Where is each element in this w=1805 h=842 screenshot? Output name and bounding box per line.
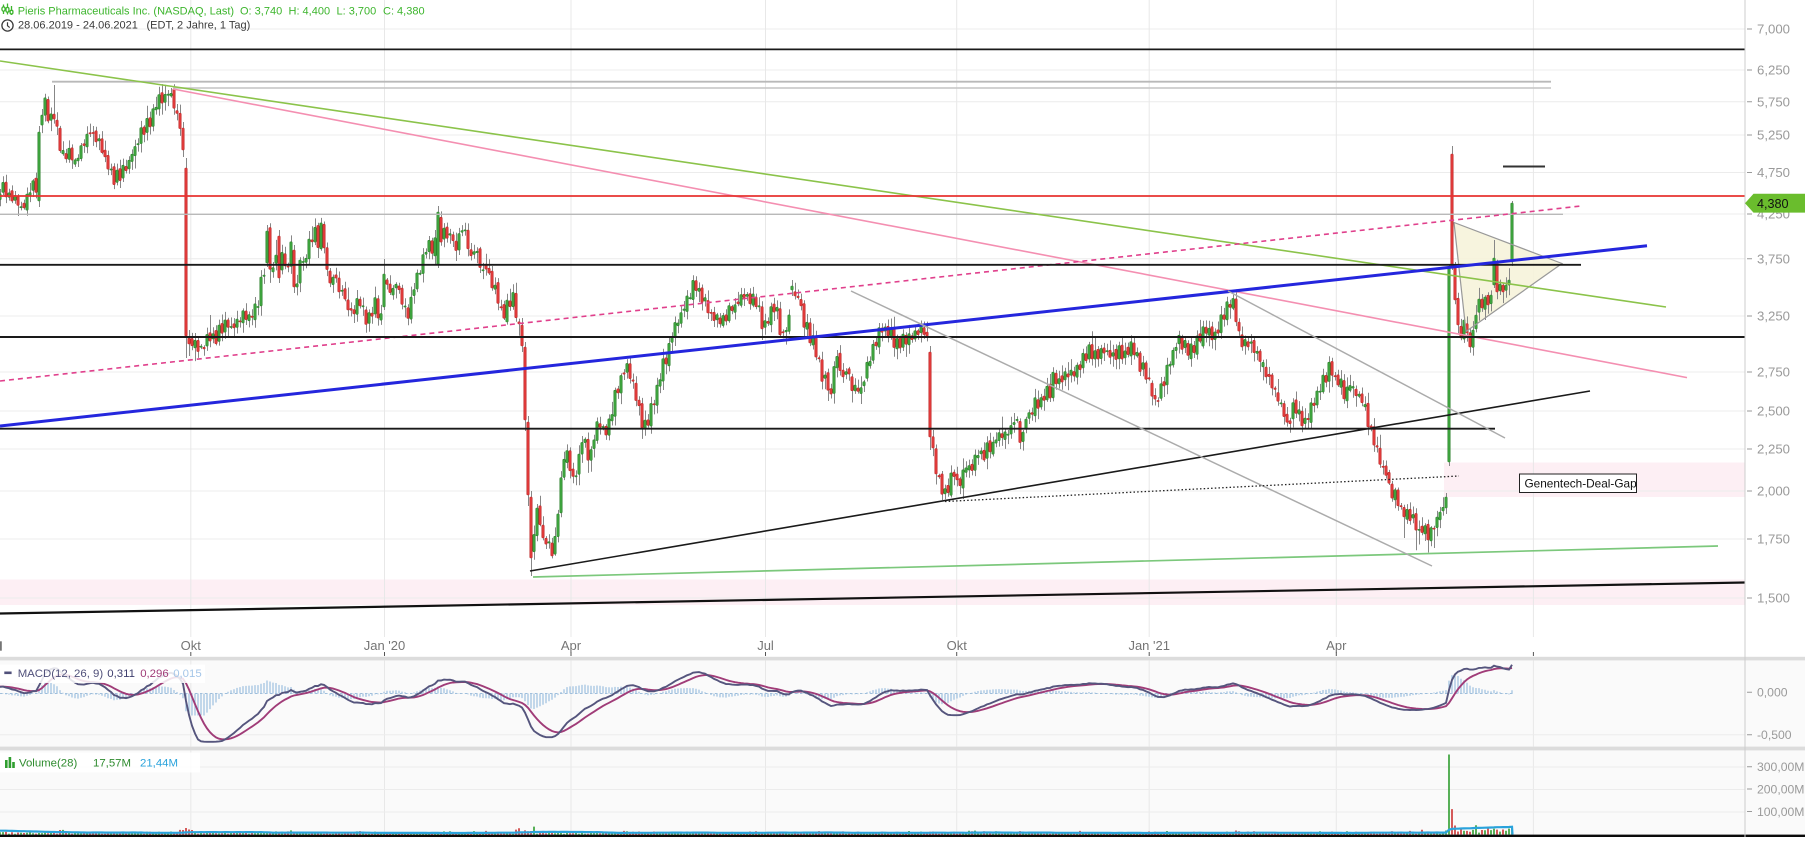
svg-text:3,250: 3,250 xyxy=(1757,309,1790,324)
svg-text:6,250: 6,250 xyxy=(1757,63,1790,78)
svg-text:Apr: Apr xyxy=(561,638,582,653)
svg-text:C: 4,380: C: 4,380 xyxy=(383,5,425,17)
svg-text:0,311: 0,311 xyxy=(107,668,135,680)
svg-text:Genentech-Deal-Gap: Genentech-Deal-Gap xyxy=(1525,477,1638,491)
svg-text:Okt: Okt xyxy=(947,638,968,653)
svg-text:Apr: Apr xyxy=(1326,638,1347,653)
svg-text:7,000: 7,000 xyxy=(1757,22,1790,37)
svg-text:28.06.2019 - 24.06.2021: 28.06.2019 - 24.06.2021 xyxy=(18,19,138,31)
svg-text:0,296: 0,296 xyxy=(140,668,169,680)
svg-text:300,00M: 300,00M xyxy=(1757,760,1804,774)
svg-text:Jan '20: Jan '20 xyxy=(364,638,406,653)
svg-text:5,750: 5,750 xyxy=(1757,94,1790,109)
svg-text:Jul: Jul xyxy=(757,638,774,653)
svg-text:100,00M: 100,00M xyxy=(1757,805,1804,819)
svg-text:Volume(28): Volume(28) xyxy=(19,758,77,770)
svg-text:5,250: 5,250 xyxy=(1757,128,1790,143)
svg-text:1,500: 1,500 xyxy=(1757,591,1790,606)
svg-text:4,750: 4,750 xyxy=(1757,165,1790,180)
svg-text:L: 3,700: L: 3,700 xyxy=(337,5,377,17)
svg-text:1,750: 1,750 xyxy=(1757,532,1790,547)
svg-text:O: 3,740: O: 3,740 xyxy=(240,5,282,17)
svg-text:200,00M: 200,00M xyxy=(1757,782,1804,796)
svg-text:0,000: 0,000 xyxy=(1757,686,1788,700)
svg-text:2,750: 2,750 xyxy=(1757,365,1790,380)
svg-text:2,000: 2,000 xyxy=(1757,484,1790,499)
svg-text:Okt: Okt xyxy=(181,638,202,653)
svg-text:4,380: 4,380 xyxy=(1757,197,1789,211)
svg-text:17,57M: 17,57M xyxy=(93,758,131,770)
svg-text:3,750: 3,750 xyxy=(1757,251,1790,266)
svg-text:Pieris Pharmaceuticals Inc. (N: Pieris Pharmaceuticals Inc. (NASDAQ, Las… xyxy=(18,5,234,17)
svg-text:H: 4,400: H: 4,400 xyxy=(289,5,331,17)
svg-text:(EDT, 2 Jahre, 1 Tag): (EDT, 2 Jahre, 1 Tag) xyxy=(147,19,251,31)
svg-text:2,500: 2,500 xyxy=(1757,404,1790,419)
svg-text:21,44M: 21,44M xyxy=(140,758,178,770)
svg-text:Jan '21: Jan '21 xyxy=(1128,638,1170,653)
svg-text:0,015: 0,015 xyxy=(173,668,202,680)
svg-text:MACD(12, 26, 9): MACD(12, 26, 9) xyxy=(18,668,104,680)
svg-text:2,250: 2,250 xyxy=(1757,442,1790,457)
svg-text:-0,500: -0,500 xyxy=(1757,728,1792,742)
